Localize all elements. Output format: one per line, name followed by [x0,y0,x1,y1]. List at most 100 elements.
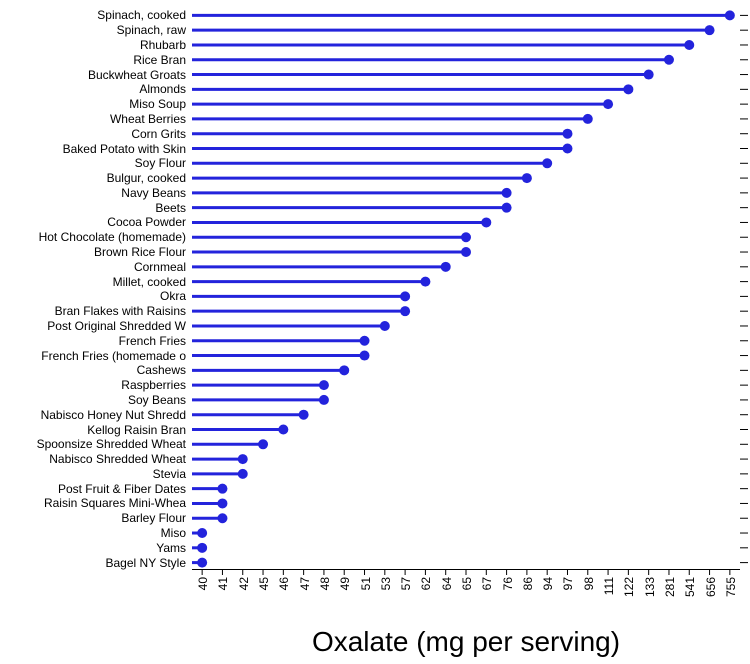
bar-marker [217,513,227,523]
bar-marker [278,425,288,435]
bar-marker [583,114,593,124]
bar-marker [705,25,715,35]
bar-marker [380,321,390,331]
bar-marker [644,70,654,80]
x-tick-label: 46 [275,577,291,590]
y-axis-label: Rice Bran [133,53,192,67]
y-axis-label: Spinach, cooked [97,8,192,22]
y-axis-label: French Fries [119,334,192,348]
bar-marker [481,217,491,227]
y-axis-label: Spinach, raw [117,23,192,37]
bar-marker [238,469,248,479]
y-axis-label: Cocoa Powder [107,215,192,229]
bar-marker [217,498,227,508]
y-axis-label: Miso [161,526,192,540]
x-tick-label: 133 [641,577,657,597]
bar-marker [502,188,512,198]
y-axis-label: Navy Beans [121,186,192,200]
bar-marker [299,410,309,420]
bar-marker [664,55,674,65]
y-axis-label: Post Original Shredded W [47,319,192,333]
y-axis-label: Yams [156,541,192,555]
bar-marker [360,351,370,361]
y-axis-label: Post Fruit & Fiber Dates [58,482,192,496]
bar-marker [197,528,207,538]
y-axis-label: Brown Rice Flour [94,245,192,259]
bar-marker [339,365,349,375]
x-tick-label: 97 [559,577,575,590]
bar-marker [461,247,471,257]
x-tick-label: 42 [235,577,251,590]
bar-marker [562,129,572,139]
bar-marker [258,439,268,449]
y-axis-label: Almonds [139,82,192,96]
y-axis-label: Okra [160,289,192,303]
y-axis-label: Corn Grits [131,127,192,141]
y-axis-label: Miso Soup [129,97,192,111]
y-axis-label: Baked Potato with Skin [63,142,192,156]
x-tick-label: 65 [458,577,474,590]
bar-marker [461,232,471,242]
y-axis-label: Soy Flour [135,156,192,170]
y-axis-label: Raspberries [121,378,192,392]
bar-marker [420,277,430,287]
bar-marker [522,173,532,183]
y-axis-label: Soy Beans [128,393,192,407]
y-axis-label: Wheat Berries [110,112,192,126]
bar-marker [684,40,694,50]
bar-marker [400,291,410,301]
y-axis-label: Hot Chocolate (homemade) [39,230,192,244]
y-axis-label: Stevia [153,467,192,481]
x-tick-label: 76 [499,577,515,590]
bar-marker [197,543,207,553]
x-tick-label: 62 [417,577,433,590]
x-tick-label: 98 [580,577,596,590]
y-axis-label: Cashews [137,363,192,377]
x-tick-label: 281 [661,577,677,597]
y-axis-label: Spoonsize Shredded Wheat [37,437,192,451]
bar-marker [319,395,329,405]
x-tick-label: 41 [214,577,230,590]
y-axis-label: Bagel NY Style [106,556,193,570]
y-axis-label: Rhubarb [140,38,192,52]
bar-marker [623,84,633,94]
x-tick-label: 86 [519,577,535,590]
y-axis-label: Nabisco Honey Nut Shredd [41,408,192,422]
y-axis-label: Raisin Squares Mini-Whea [44,496,192,510]
y-axis-label: Cornmeal [134,260,192,274]
x-tick-label: 64 [438,577,454,590]
y-axis-label: French Fries (homemade o [41,349,192,363]
bar-marker [441,262,451,272]
bar-marker [238,454,248,464]
y-axis-label: Barley Flour [121,511,192,525]
bar-marker [562,144,572,154]
oxalate-chart: Spinach, cookedSpinach, rawRhubarbRice B… [0,0,750,664]
y-axis-label: Buckwheat Groats [88,68,192,82]
y-axis-label: Nabisco Shredded Wheat [49,452,192,466]
x-tick-label: 45 [255,577,271,590]
bar-marker [197,558,207,568]
y-axis-label: Beets [155,201,192,215]
bar-marker [360,336,370,346]
x-tick-label: 122 [620,577,636,597]
y-axis-label: Millet, cooked [113,275,192,289]
x-axis-title: Oxalate (mg per serving) [192,626,740,658]
x-tick-label: 94 [539,577,555,590]
x-tick-label: 40 [194,577,210,590]
bar-marker [400,306,410,316]
x-tick-label: 67 [478,577,494,590]
y-axis-label: Bran Flakes with Raisins [55,304,192,318]
bar-marker [603,99,613,109]
x-tick-label: 49 [336,577,352,590]
x-tick-label: 755 [722,577,738,597]
x-tick-label: 656 [702,577,718,597]
bar-marker [319,380,329,390]
x-tick-label: 53 [377,577,393,590]
plot-svg [192,8,740,570]
plot-area: Spinach, cookedSpinach, rawRhubarbRice B… [192,8,740,570]
x-tick-label: 48 [316,577,332,590]
x-tick-label: 111 [600,577,616,595]
bar-marker [217,484,227,494]
bar-marker [725,10,735,20]
x-tick-label: 57 [397,577,413,590]
